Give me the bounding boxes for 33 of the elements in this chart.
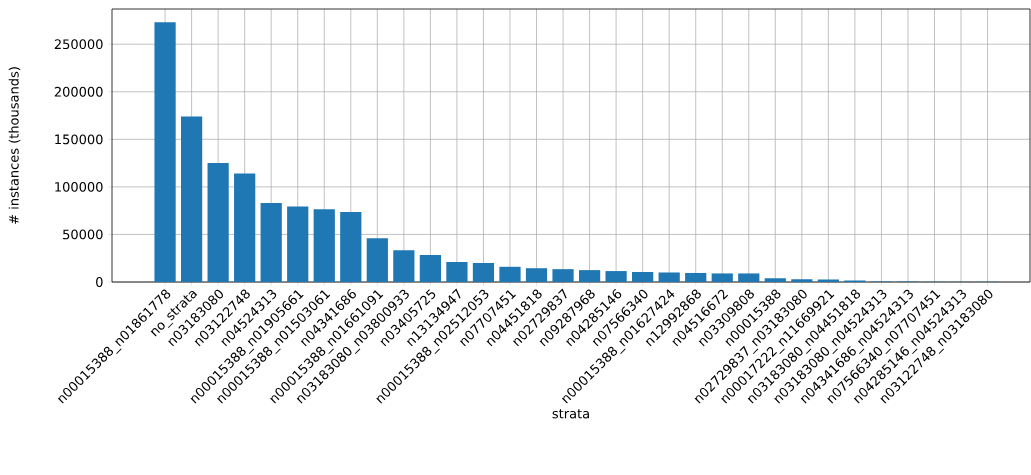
- bar: [764, 278, 786, 282]
- bar: [154, 22, 176, 282]
- y-tick-label: 0: [96, 277, 103, 287]
- bar: [711, 273, 733, 282]
- bar: [472, 262, 495, 282]
- bar: [180, 116, 203, 282]
- bar: [578, 270, 601, 282]
- y-tick-label: 200000: [54, 86, 103, 97]
- bar: [499, 266, 521, 282]
- y-tick-label: 250000: [54, 39, 103, 50]
- bar: [632, 272, 654, 282]
- bar: [287, 206, 309, 282]
- y-tick-label: 100000: [55, 181, 103, 192]
- bar: [552, 269, 574, 282]
- bar: [419, 254, 441, 282]
- bar: [366, 238, 388, 282]
- bar: [234, 173, 256, 282]
- y-axis-title: # instances (thousands): [8, 67, 21, 224]
- bar: [340, 212, 362, 282]
- x-axis-title: strata: [552, 409, 589, 419]
- bar: [313, 209, 335, 282]
- bar: [393, 250, 415, 282]
- y-tick-label: 150000: [55, 134, 103, 145]
- bar: [658, 272, 680, 282]
- bar: [260, 203, 282, 282]
- bar: [525, 268, 548, 282]
- bar: [446, 262, 468, 282]
- bar: [685, 272, 707, 282]
- bar: [207, 163, 229, 282]
- bar: [738, 273, 760, 282]
- bar: [605, 271, 627, 282]
- y-tick-label: 50000: [63, 229, 103, 240]
- bar: [791, 279, 813, 282]
